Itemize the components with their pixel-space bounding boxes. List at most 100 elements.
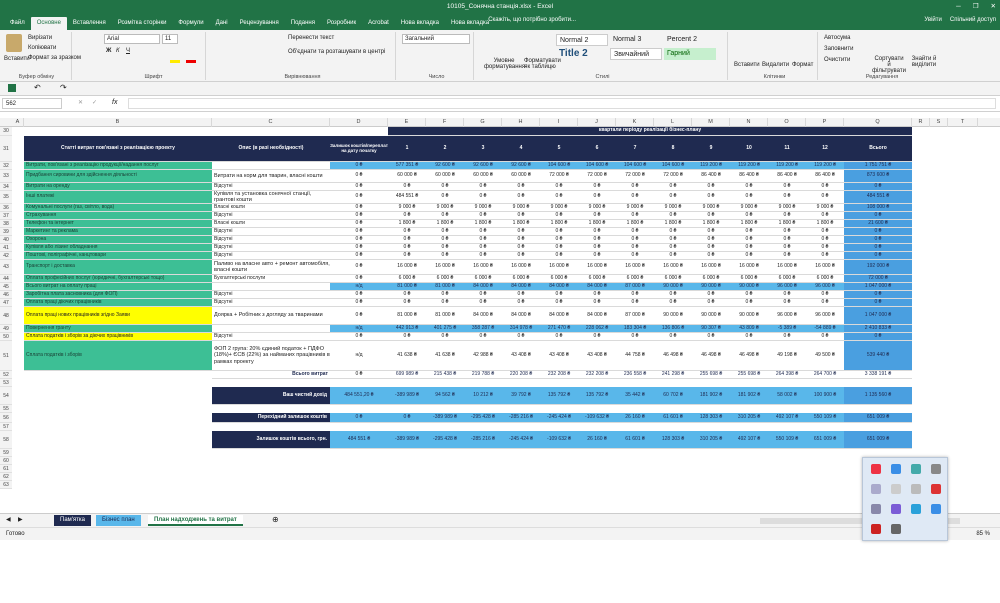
value-cell[interactable]: 0 ₴ [578, 299, 616, 307]
value-cell[interactable]: 0 ₴ [654, 244, 692, 252]
value-cell[interactable]: 9 000 ₴ [654, 204, 692, 212]
row-header[interactable]: 34 [0, 183, 12, 191]
summary-value[interactable]: 181 902 ₴ [730, 387, 768, 405]
balance-cell[interactable]: 0 ₴ [330, 275, 388, 283]
value-cell[interactable]: 484 551 ₴ [388, 191, 426, 204]
value-cell[interactable]: 1 800 ₴ [426, 220, 464, 228]
value-cell[interactable]: 84 000 ₴ [578, 307, 616, 325]
balance-cell[interactable]: 0 ₴ [330, 299, 388, 307]
tab-5[interactable]: Дані [215, 20, 228, 26]
sheet-tab-plan[interactable]: План надходжень та витрат [148, 515, 243, 526]
column-header-O[interactable]: O [768, 118, 806, 127]
column-header-E[interactable]: E [388, 118, 426, 127]
row-header[interactable]: 46 [0, 291, 12, 299]
tray-app-icon[interactable] [871, 464, 881, 474]
value-cell[interactable]: 60 000 ₴ [502, 170, 540, 183]
save-icon[interactable] [8, 84, 16, 92]
row-header[interactable]: 52 [0, 371, 12, 379]
value-cell[interactable]: 86 400 ₴ [692, 170, 730, 183]
balance-cell[interactable]: 0 ₴ [330, 204, 388, 212]
tab-7[interactable]: Подання [290, 20, 315, 26]
delete-cells-button[interactable]: Видалити [762, 62, 790, 68]
value-cell[interactable]: 0 ₴ [540, 244, 578, 252]
value-cell[interactable]: 0 ₴ [388, 333, 426, 341]
value-cell[interactable]: 0 ₴ [578, 236, 616, 244]
value-cell[interactable]: 0 ₴ [692, 228, 730, 236]
tray-app-icon[interactable] [871, 524, 881, 534]
style-normal-3[interactable]: Normal 3 [613, 36, 642, 43]
tell-me-box[interactable]: Скажіть, що потрібно зробити... [488, 17, 576, 23]
value-cell[interactable]: 255 698 ₴ [730, 371, 768, 379]
value-cell[interactable]: 0 ₴ [578, 183, 616, 191]
quarter-header[interactable]: 1 [388, 136, 426, 162]
find-select-button[interactable]: Знайти й виділити [911, 56, 937, 68]
value-cell[interactable]: 16 000 ₴ [502, 260, 540, 275]
value-cell[interactable]: 16 000 ₴ [654, 260, 692, 275]
expense-item-label[interactable]: Придбання сировини для здійснення діяльн… [24, 170, 212, 183]
cancel-icon[interactable]: ✕ [78, 100, 84, 106]
value-cell[interactable]: 0 ₴ [388, 183, 426, 191]
summary-value[interactable]: 128 303 ₴ [692, 413, 730, 423]
style-percent-2[interactable]: Percent 2 [667, 36, 697, 43]
summary-value[interactable]: -389 989 ₴ [388, 387, 426, 405]
conditional-format-button[interactable]: Умовне форматування [484, 58, 526, 70]
row-header[interactable]: 33 [0, 170, 12, 183]
value-cell[interactable]: 0 ₴ [540, 252, 578, 260]
value-cell[interactable]: 0 ₴ [464, 212, 502, 220]
value-cell[interactable]: 0 ₴ [578, 252, 616, 260]
value-cell[interactable]: 6 000 ₴ [578, 275, 616, 283]
autosum-button[interactable]: Автосума [824, 35, 851, 41]
balance-cell[interactable]: 0 ₴ [330, 252, 388, 260]
column-header-D[interactable]: D [330, 118, 388, 127]
value-cell[interactable]: 0 ₴ [464, 299, 502, 307]
summary-balance[interactable]: 0 ₴ [330, 413, 388, 423]
column-header-Q[interactable]: Q [844, 118, 912, 127]
cut-button[interactable]: Вирізати [28, 35, 53, 41]
row-header[interactable]: 40 [0, 236, 12, 244]
expense-item-label[interactable]: Заробітна плата засновника (для ФОП) [24, 291, 212, 299]
value-cell[interactable]: 92 600 ₴ [426, 162, 464, 170]
value-cell[interactable]: 16 000 ₴ [426, 260, 464, 275]
value-cell[interactable]: 0 ₴ [768, 212, 806, 220]
value-cell[interactable]: 0 ₴ [768, 183, 806, 191]
value-cell[interactable]: 43 809 ₴ [730, 325, 768, 333]
value-cell[interactable]: 0 ₴ [654, 183, 692, 191]
value-cell[interactable]: 0 ₴ [464, 244, 502, 252]
expense-description[interactable]: Бухгалтерські послуги [212, 275, 330, 283]
tab-1[interactable]: Основне [30, 17, 67, 30]
column-header-T[interactable]: T [948, 118, 978, 127]
row-header[interactable]: 35 [0, 191, 12, 204]
value-cell[interactable]: 84 000 ₴ [464, 307, 502, 325]
summary-value[interactable]: 10 212 ₴ [464, 387, 502, 405]
quarter-header[interactable]: 12 [806, 136, 844, 162]
row-total-cell[interactable]: 3 338 191 ₴ [844, 371, 912, 379]
value-cell[interactable]: 0 ₴ [540, 212, 578, 220]
value-cell[interactable]: 49 198 ₴ [768, 341, 806, 371]
row-total-cell[interactable]: 0 ₴ [844, 252, 912, 260]
value-cell[interactable]: 0 ₴ [388, 228, 426, 236]
value-cell[interactable]: 72 000 ₴ [540, 170, 578, 183]
value-cell[interactable]: -5 389 ₴ [768, 325, 806, 333]
value-cell[interactable]: 104 600 ₴ [540, 162, 578, 170]
value-cell[interactable]: 0 ₴ [730, 236, 768, 244]
column-header-P[interactable]: P [806, 118, 844, 127]
add-sheet-icon[interactable]: ⊕ [272, 515, 279, 524]
next-sheet-icon[interactable]: ▶ [18, 517, 23, 523]
value-cell[interactable]: 0 ₴ [730, 228, 768, 236]
row-header[interactable]: 49 [0, 325, 12, 333]
insert-cells-button[interactable]: Вставити [734, 62, 760, 68]
expense-item-label[interactable]: Оплата праці діючих працівників [24, 299, 212, 307]
value-cell[interactable]: 9 000 ₴ [464, 204, 502, 212]
expense-description[interactable]: Відсутні [212, 183, 330, 191]
value-cell[interactable]: 16 000 ₴ [540, 260, 578, 275]
summary-balance[interactable]: 484 551 ₴ [330, 431, 388, 449]
value-cell[interactable]: 9 000 ₴ [540, 204, 578, 212]
value-cell[interactable]: 0 ₴ [654, 228, 692, 236]
value-cell[interactable]: 104 600 ₴ [616, 162, 654, 170]
value-cell[interactable]: 0 ₴ [388, 291, 426, 299]
row-total-cell[interactable]: 2 410 833 ₴ [844, 325, 912, 333]
value-cell[interactable]: 6 000 ₴ [768, 275, 806, 283]
italic-icon[interactable]: К [116, 48, 120, 54]
value-cell[interactable]: 232 208 ₴ [578, 371, 616, 379]
expense-item-label[interactable]: Купівля або лізинг обладнання [24, 244, 212, 252]
